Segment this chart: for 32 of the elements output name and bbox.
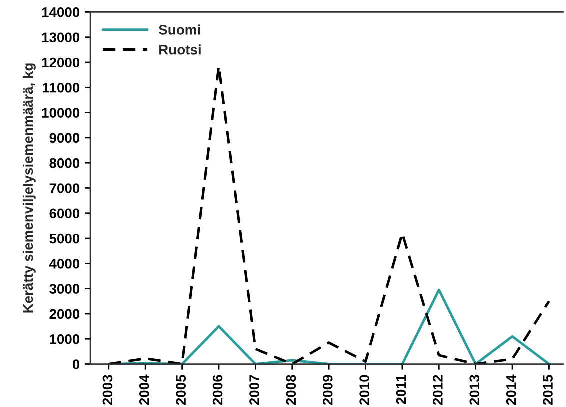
- y-tick-label: 12000: [42, 58, 80, 68]
- y-tick-label: 11000: [43, 82, 80, 93]
- y-tick-label: 8000: [50, 158, 80, 168]
- y-tick-label: 7000: [50, 184, 80, 194]
- legend-label: Suomi: [159, 24, 200, 35]
- y-tick-label: 13000: [42, 32, 80, 43]
- y-tick-label: 6000: [50, 208, 80, 219]
- legend-label: Ruotsi: [160, 44, 201, 55]
- y-tick-label: 14000: [42, 8, 80, 18]
- x-tick-label: 2010: [360, 375, 370, 406]
- x-tick-label: 2007: [250, 375, 260, 406]
- y-tick-label: 4000: [49, 259, 80, 269]
- x-tick-label: 2006: [212, 375, 223, 406]
- x-tick-label: 2013: [470, 375, 480, 406]
- y-tick-label: 10000: [42, 108, 80, 118]
- x-tick-label: 2009: [322, 375, 333, 406]
- y-tick-label: 9000: [50, 133, 80, 144]
- x-tick-label: 2008: [286, 375, 296, 406]
- x-tick-label: 2003: [102, 375, 113, 406]
- x-tick-label: 2004: [139, 374, 150, 406]
- y-tick-label: 0: [72, 360, 80, 370]
- y-tick-label: 2000: [50, 309, 80, 320]
- y-tick-label: 1000: [50, 334, 80, 344]
- x-tick-label: 2005: [176, 375, 186, 406]
- x-tick-label: 2014: [506, 374, 516, 406]
- y-tick-label: 3000: [50, 284, 80, 294]
- y-tick-label: 5000: [50, 234, 80, 244]
- x-tick-label: 2011: [396, 375, 406, 404]
- x-tick-label: 2012: [433, 375, 443, 406]
- y-axis-title: Kerätty siemenviljelysiemenmäärä, kg: [22, 64, 36, 313]
- x-tick-label: 2015: [543, 375, 553, 406]
- line-series: [108, 288, 550, 364]
